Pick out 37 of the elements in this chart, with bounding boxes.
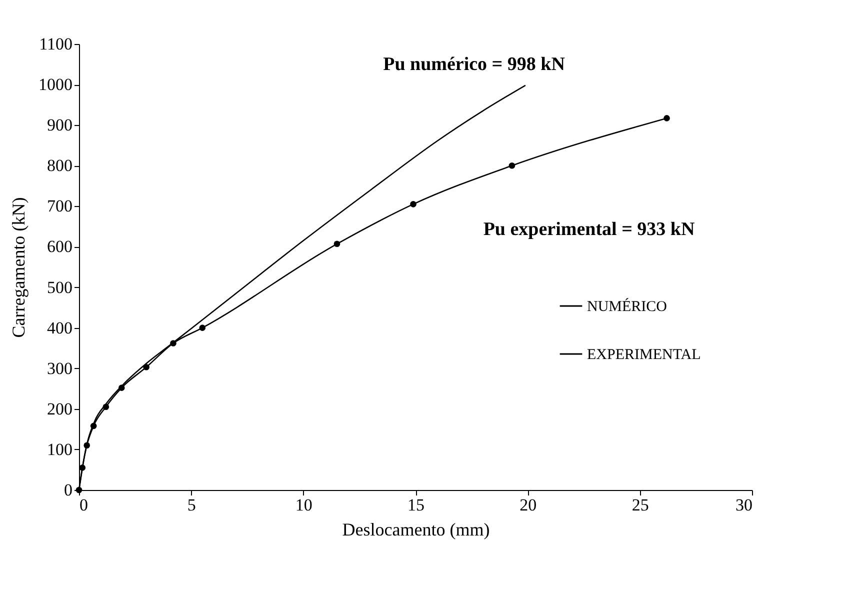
x-tick-label: 5	[187, 496, 196, 514]
x-axis-title: Deslocamento (mm)	[342, 520, 490, 540]
point	[90, 422, 97, 430]
y-axis-title: Carregamento (kN)	[8, 197, 28, 338]
point	[334, 240, 340, 248]
point	[664, 115, 670, 122]
y-tick-label: 900	[47, 116, 72, 135]
point	[84, 442, 90, 449]
legend-label: NUMÉRICO	[587, 298, 668, 315]
annotation: Pu numérico = 998 kN	[383, 54, 566, 75]
point	[410, 201, 416, 208]
y-tick-label: 300	[47, 358, 72, 378]
x-tick-label: 15	[408, 496, 424, 514]
point	[143, 364, 150, 370]
annotation: Pu experimental = 933 kN	[483, 219, 695, 240]
x-tick-label: 10	[295, 496, 312, 514]
y-tick-label: 1000	[38, 75, 72, 94]
point	[170, 340, 176, 346]
point	[199, 324, 206, 331]
y-tick-label: 1100	[39, 34, 72, 54]
y-tick-label: 100	[47, 440, 72, 459]
point	[102, 404, 110, 410]
y-tick-label: 800	[47, 156, 72, 176]
point	[508, 162, 516, 169]
y-tick-label: 600	[47, 237, 72, 256]
x-tick-label: 0	[80, 496, 88, 514]
x-tick-label: 20	[520, 496, 537, 514]
point	[79, 464, 86, 471]
y-tick-label: 400	[47, 318, 72, 338]
y-tick-label: 700	[47, 196, 72, 216]
point	[118, 384, 125, 391]
x-tick-label: 25	[632, 496, 649, 514]
y-tick-label: 0	[64, 480, 72, 500]
y-tick-label: 200	[47, 399, 72, 418]
y-tick-label: 500	[47, 278, 72, 297]
legend-label: EXPERIMENTAL	[587, 347, 701, 363]
x-tick-label: 30	[736, 496, 752, 514]
